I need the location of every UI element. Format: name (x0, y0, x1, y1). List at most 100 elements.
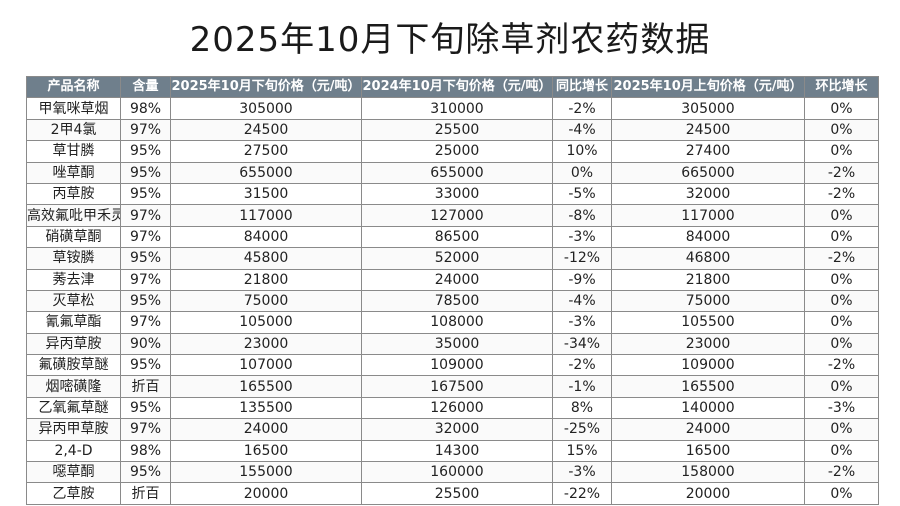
table-cell: 氟磺胺草醚 (26, 354, 121, 377)
table-cell: 24500 (170, 118, 362, 142)
table-row: 硝磺草酮 97% 84000 86500 -3% 84000 0% (26, 225, 879, 249)
table-cell: 23000 (170, 332, 362, 356)
table-cell: 23000 (611, 332, 805, 356)
table-cell: 27500 (170, 140, 362, 163)
table-cell: 25500 (361, 118, 553, 142)
table-row: 异丙甲草胺 97% 24000 32000 -25% 24000 0% (26, 418, 879, 441)
table-row: 甲氧咪草烟 98% 305000 310000 -2% 305000 0% (26, 97, 879, 120)
table-cell: 109000 (361, 354, 553, 377)
table-cell: 140000 (611, 396, 805, 420)
table-cell: 105000 (170, 311, 362, 334)
table-cell: 8% (552, 396, 612, 420)
table-cell: -3% (804, 396, 879, 420)
table-cell: 305000 (170, 97, 362, 120)
table-cell: 46800 (611, 247, 805, 270)
table-cell: -8% (552, 204, 612, 227)
table-row: 乙氧氟草醚 95% 135500 126000 8% 140000 -3% (26, 396, 879, 420)
table-cell: 95% (120, 354, 171, 377)
table-cell: 高效氟吡甲禾灵 (26, 204, 121, 227)
table-cell: 97% (120, 204, 171, 227)
table-row: 草甘膦 95% 27500 25000 10% 27400 0% (26, 140, 879, 163)
column-header: 2025年10月上旬价格（元/吨） (611, 75, 805, 99)
table-cell: 灭草松 (26, 289, 121, 313)
table-cell: 32000 (611, 182, 805, 206)
table-cell: 25500 (361, 482, 553, 505)
table-cell: -2% (804, 354, 879, 377)
table-cell: -12% (552, 247, 612, 270)
table-cell: 折百 (120, 375, 171, 398)
table-cell: 2,4-D (26, 439, 121, 463)
table-cell: -3% (552, 311, 612, 334)
table-row: 2甲4氯 97% 24500 25500 -4% 24500 0% (26, 118, 879, 142)
column-header: 环比增长 (804, 75, 879, 99)
table-cell: -4% (552, 118, 612, 142)
table-cell: 95% (120, 140, 171, 163)
table-cell: 氰氟草酯 (26, 311, 121, 334)
table-cell: 0% (804, 97, 879, 120)
table-cell: 84000 (170, 225, 362, 249)
table-cell: 0% (804, 140, 879, 163)
table-cell: 45800 (170, 247, 362, 270)
table-cell: -2% (552, 354, 612, 377)
table-cell: 32000 (361, 418, 553, 441)
table-cell: 98% (120, 97, 171, 120)
table-cell: 127000 (361, 204, 553, 227)
table-cell: 107000 (170, 354, 362, 377)
table-cell: 165500 (170, 375, 362, 398)
table-cell: 305000 (611, 97, 805, 120)
table-row: 氰氟草酯 97% 105000 108000 -3% 105500 0% (26, 311, 879, 334)
table-cell: 117000 (611, 204, 805, 227)
table-cell: 莠去津 (26, 268, 121, 291)
table-row: 2,4-D 98% 16500 14300 15% 16500 0% (26, 439, 879, 463)
table-cell: 95% (120, 396, 171, 420)
table-cell: 21800 (170, 268, 362, 291)
table-cell: 167500 (361, 375, 553, 398)
table-cell: 唑草酮 (26, 161, 121, 184)
table-cell: 异丙草胺 (26, 332, 121, 356)
table-cell: 折百 (120, 482, 171, 505)
table-cell: 27400 (611, 140, 805, 163)
table-cell: 15% (552, 439, 612, 463)
table-header-row: 产品名称 含量 2025年10月下旬价格（元/吨） 2024年10月下旬价格（元/吨）… (26, 75, 879, 99)
table-cell: 10% (552, 140, 612, 163)
table-cell: 硝磺草酮 (26, 225, 121, 249)
table-row: 烟嘧磺隆 折百 165500 167500 -1% 165500 0% (26, 375, 879, 398)
table-row: 高效氟吡甲禾灵 97% 117000 127000 -8% 117000 0% (26, 204, 879, 227)
table-cell: 158000 (611, 461, 805, 484)
table-cell: 95% (120, 161, 171, 184)
table-cell: 105500 (611, 311, 805, 334)
table-cell: 75000 (611, 289, 805, 313)
table-cell: 乙氧氟草醚 (26, 396, 121, 420)
table-cell: 异丙甲草胺 (26, 418, 121, 441)
table-cell: -9% (552, 268, 612, 291)
table-cell: 0% (804, 289, 879, 313)
table-cell: 97% (120, 268, 171, 291)
table-cell: 草铵膦 (26, 247, 121, 270)
column-header: 含量 (120, 75, 171, 99)
table-cell: 665000 (611, 161, 805, 184)
table-cell: -3% (552, 461, 612, 484)
table-cell: 0% (804, 225, 879, 249)
table-cell: 0% (804, 311, 879, 334)
table-cell: 乙草胺 (26, 482, 121, 505)
table-cell: -2% (552, 97, 612, 120)
column-header: 同比增长 (552, 75, 612, 99)
table-cell: -2% (804, 182, 879, 206)
table-cell: 噁草酮 (26, 461, 121, 484)
table-cell: -4% (552, 289, 612, 313)
table-cell: 0% (552, 161, 612, 184)
table-cell: 52000 (361, 247, 553, 270)
table-cell: 97% (120, 118, 171, 142)
table-cell: 126000 (361, 396, 553, 420)
table-cell: 109000 (611, 354, 805, 377)
table-cell: -5% (552, 182, 612, 206)
table-cell: 24500 (611, 118, 805, 142)
table-cell: 90% (120, 332, 171, 356)
table-row: 莠去津 97% 21800 24000 -9% 21800 0% (26, 268, 879, 291)
column-header: 2025年10月下旬价格（元/吨） (170, 75, 362, 99)
table-cell: 0% (804, 268, 879, 291)
table-cell: 16500 (170, 439, 362, 463)
table-cell: 97% (120, 418, 171, 441)
table-row: 丙草胺 95% 31500 33000 -5% 32000 -2% (26, 182, 879, 206)
table-cell: 33000 (361, 182, 553, 206)
